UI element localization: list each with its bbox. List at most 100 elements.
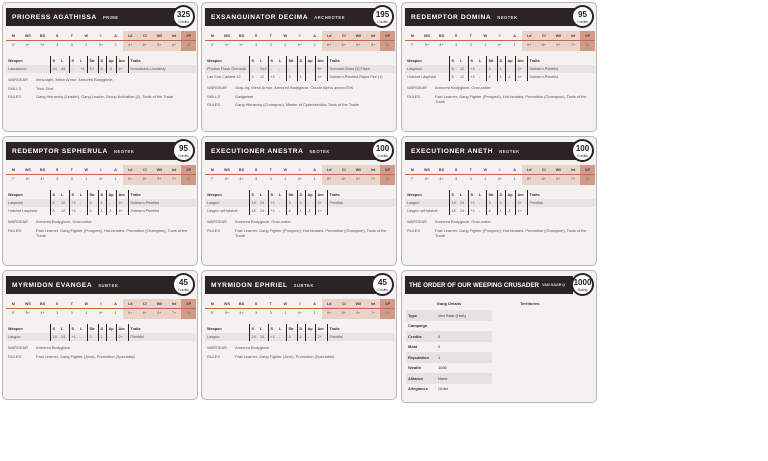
credits-value: 100	[375, 144, 390, 153]
gang-detail-row: Meat 0	[406, 342, 492, 353]
fighter-card[interactable]: REDEMPTOR DOMINA NEOTEK 95 Credits M 7" WS 5+ BS…	[401, 2, 597, 132]
fighter-card[interactable]: EXECUTIONER ANESTRA NEOTEK 100 Credits M 7" WS…	[201, 136, 397, 266]
stat-value: 3	[49, 308, 65, 319]
stat-label: Cl	[541, 168, 546, 172]
weapon-table: Weapon S L S L Str D Ap Am Traits Laspistol 8 12 +1-3…	[405, 56, 595, 81]
stat-label: Wil	[355, 34, 362, 38]
weapon-cell: -	[279, 209, 281, 213]
stat-value: 0	[580, 40, 595, 51]
stat-value: 9+	[351, 174, 366, 185]
weapon-cell: Lascannon	[6, 65, 50, 73]
stat-wil: Wil 9+	[551, 165, 566, 185]
stat-value: 5+	[20, 174, 36, 185]
stat-value: 8+	[536, 174, 552, 185]
weapon-cell: 2+	[514, 65, 527, 73]
detail-label: Wealth	[408, 365, 422, 371]
weapon-cell: -	[279, 75, 281, 79]
weapon-cell: 2+	[314, 199, 327, 207]
weapon-table: Weapon S L S L Str D Ap Am Traits Lascannon 24 48- +1…	[6, 56, 196, 73]
weapon-col-header: L	[260, 192, 263, 197]
weapon-cell: -	[304, 199, 315, 207]
stat-value: 3+	[234, 40, 249, 51]
fighter-card[interactable]: MYRMIDON EPHRIEL SUBTEK 45 Credits M 5" WS 5+ BS…	[201, 270, 397, 400]
weapon-cell: -	[285, 65, 297, 73]
weapon-col-header: Ap	[304, 324, 315, 333]
weapon-col-header: S	[68, 324, 78, 333]
weapon-cell: 18	[448, 199, 458, 207]
stat-i: I 4+	[292, 165, 308, 185]
stat-label: T	[70, 34, 73, 38]
stat-ld: Ld 9+	[122, 299, 138, 319]
weapon-col-header: S	[49, 190, 59, 199]
stat-value: 5+	[93, 40, 109, 51]
stat-label: A	[114, 34, 117, 38]
credits-label: Credits	[178, 20, 189, 24]
weapon-col-header: S	[68, 56, 78, 65]
stat-value: 5+	[365, 40, 381, 51]
stat-bs: BS 4+	[434, 31, 449, 51]
stat-label: M	[410, 168, 414, 172]
weapon-col-header: Weapon	[407, 192, 422, 197]
info-row-wargear: WARGEAR Armored Bodyglove, Grav-cutter	[8, 219, 194, 225]
fighter-card[interactable]: EXECUTIONER ANETH NEOTEK 100 Credits M 7" WS 5+…	[401, 136, 597, 266]
fighter-card[interactable]: PRIORESS AGATHISSA PRIME 325 Credits M 4" WS 4+…	[2, 2, 198, 132]
detail-label: Meat	[408, 344, 418, 350]
stat-i: I 4+	[93, 165, 109, 185]
fighter-card[interactable]: REDEMPTOR SEPHERULA NEOTEK 95 Credits M 7" WS 5…	[2, 136, 198, 266]
weapon-row: Hotshot Laspistol 8 12 +1-4 1 -1 4+ Sidearm,Ple…	[405, 73, 595, 81]
weapon-cell: 3	[97, 65, 106, 73]
weapon-header-row: Weapon S L S L Str D Ap Am Traits	[6, 56, 196, 65]
weapon-col-header: Ap	[105, 56, 116, 65]
stat-ld: Ld 6+	[321, 31, 337, 51]
weapon-col-header: L	[279, 58, 282, 63]
weapon-cell: 24	[258, 333, 268, 341]
stat-ws: WS 5+	[219, 299, 235, 319]
weapon-cell: -1	[504, 73, 515, 81]
fighter-header: EXSANGUINATOR DECIMA ARCHEOTEK	[205, 8, 377, 26]
weapon-cell: 3	[285, 199, 297, 207]
weapon-cell: +1	[267, 207, 277, 215]
weapon-cell: Sx3	[258, 65, 268, 73]
detail-label: Campaign	[408, 323, 428, 329]
weapon-cell: 1	[496, 73, 505, 81]
stat-bs: BS 3+	[234, 31, 249, 51]
stat-label: M	[11, 168, 15, 172]
weapon-col-header: S	[467, 56, 477, 65]
stat-xp: XP 0	[181, 31, 196, 51]
weapon-cell: 18	[448, 207, 458, 215]
stat-label: Int	[171, 34, 177, 38]
weapon-col-header: L	[279, 192, 282, 197]
weapon-col-header: Traits	[127, 56, 196, 65]
info-label: WARGEAR	[8, 77, 28, 82]
info-label: SKILLS	[207, 93, 221, 99]
weapon-cell: 2+	[115, 199, 128, 207]
info-label: RULES	[207, 102, 220, 107]
fighter-card[interactable]: EXSANGUINATOR DECIMA ARCHEOTEK 195 Credits M…	[201, 2, 397, 132]
stat-value: 9+	[521, 174, 537, 185]
stat-value: 6+	[321, 40, 337, 51]
fighter-card[interactable]: MYRMIDON EVANGEA SUBTEK 45 Credits M 5" WS 5+ BS…	[2, 270, 198, 400]
stat-line: M 7" WS 5+ BS 4+ S 3 T 3 W 1 I 4+ A 1 Ld 9+ Cl 8+ Wil 9+ Int 7+…	[405, 31, 595, 51]
gang-card[interactable]: THE ORDER OF OUR WEEPING CRUSADER VAN SAA…	[401, 270, 597, 403]
weapon-col-header: Ap	[304, 190, 315, 199]
weapon-col-header: S	[248, 56, 258, 65]
stat-value: 7+	[166, 308, 182, 319]
gang-detail-row: Type Van Saar (HoA)	[406, 310, 492, 321]
weapon-cell: -	[80, 209, 82, 213]
stat-int: Int 7+	[166, 299, 182, 319]
weapon-col-header: S	[448, 190, 458, 199]
weapon-col-header: Str	[285, 56, 297, 65]
weapon-row: Laspistol 8 12 +1-3 1-2+ Sidearm,Plentiful	[6, 199, 196, 207]
stat-wil: Wil 6+	[351, 31, 366, 51]
weapon-cell: 12	[61, 209, 66, 213]
stat-ld: Ld 9+	[321, 299, 337, 319]
stat-value: 1	[278, 174, 293, 185]
weapon-col-header: Traits	[326, 324, 395, 333]
weapon-cell: 1	[97, 199, 106, 207]
credits-label: Credits	[577, 20, 588, 24]
stat-label: Ld	[127, 302, 133, 306]
stat-line: M 5" WS 5+ BS 4+ S 3 T 3 W 1 I 4+ A 1 Ld 9+ Cl 8+ Wil 9+ Int 7+…	[205, 299, 395, 319]
stat-bs: BS 4+	[35, 299, 50, 319]
gang-details: Gang Details Type Van Saar (HoA) Campaign Cr…	[406, 301, 492, 394]
